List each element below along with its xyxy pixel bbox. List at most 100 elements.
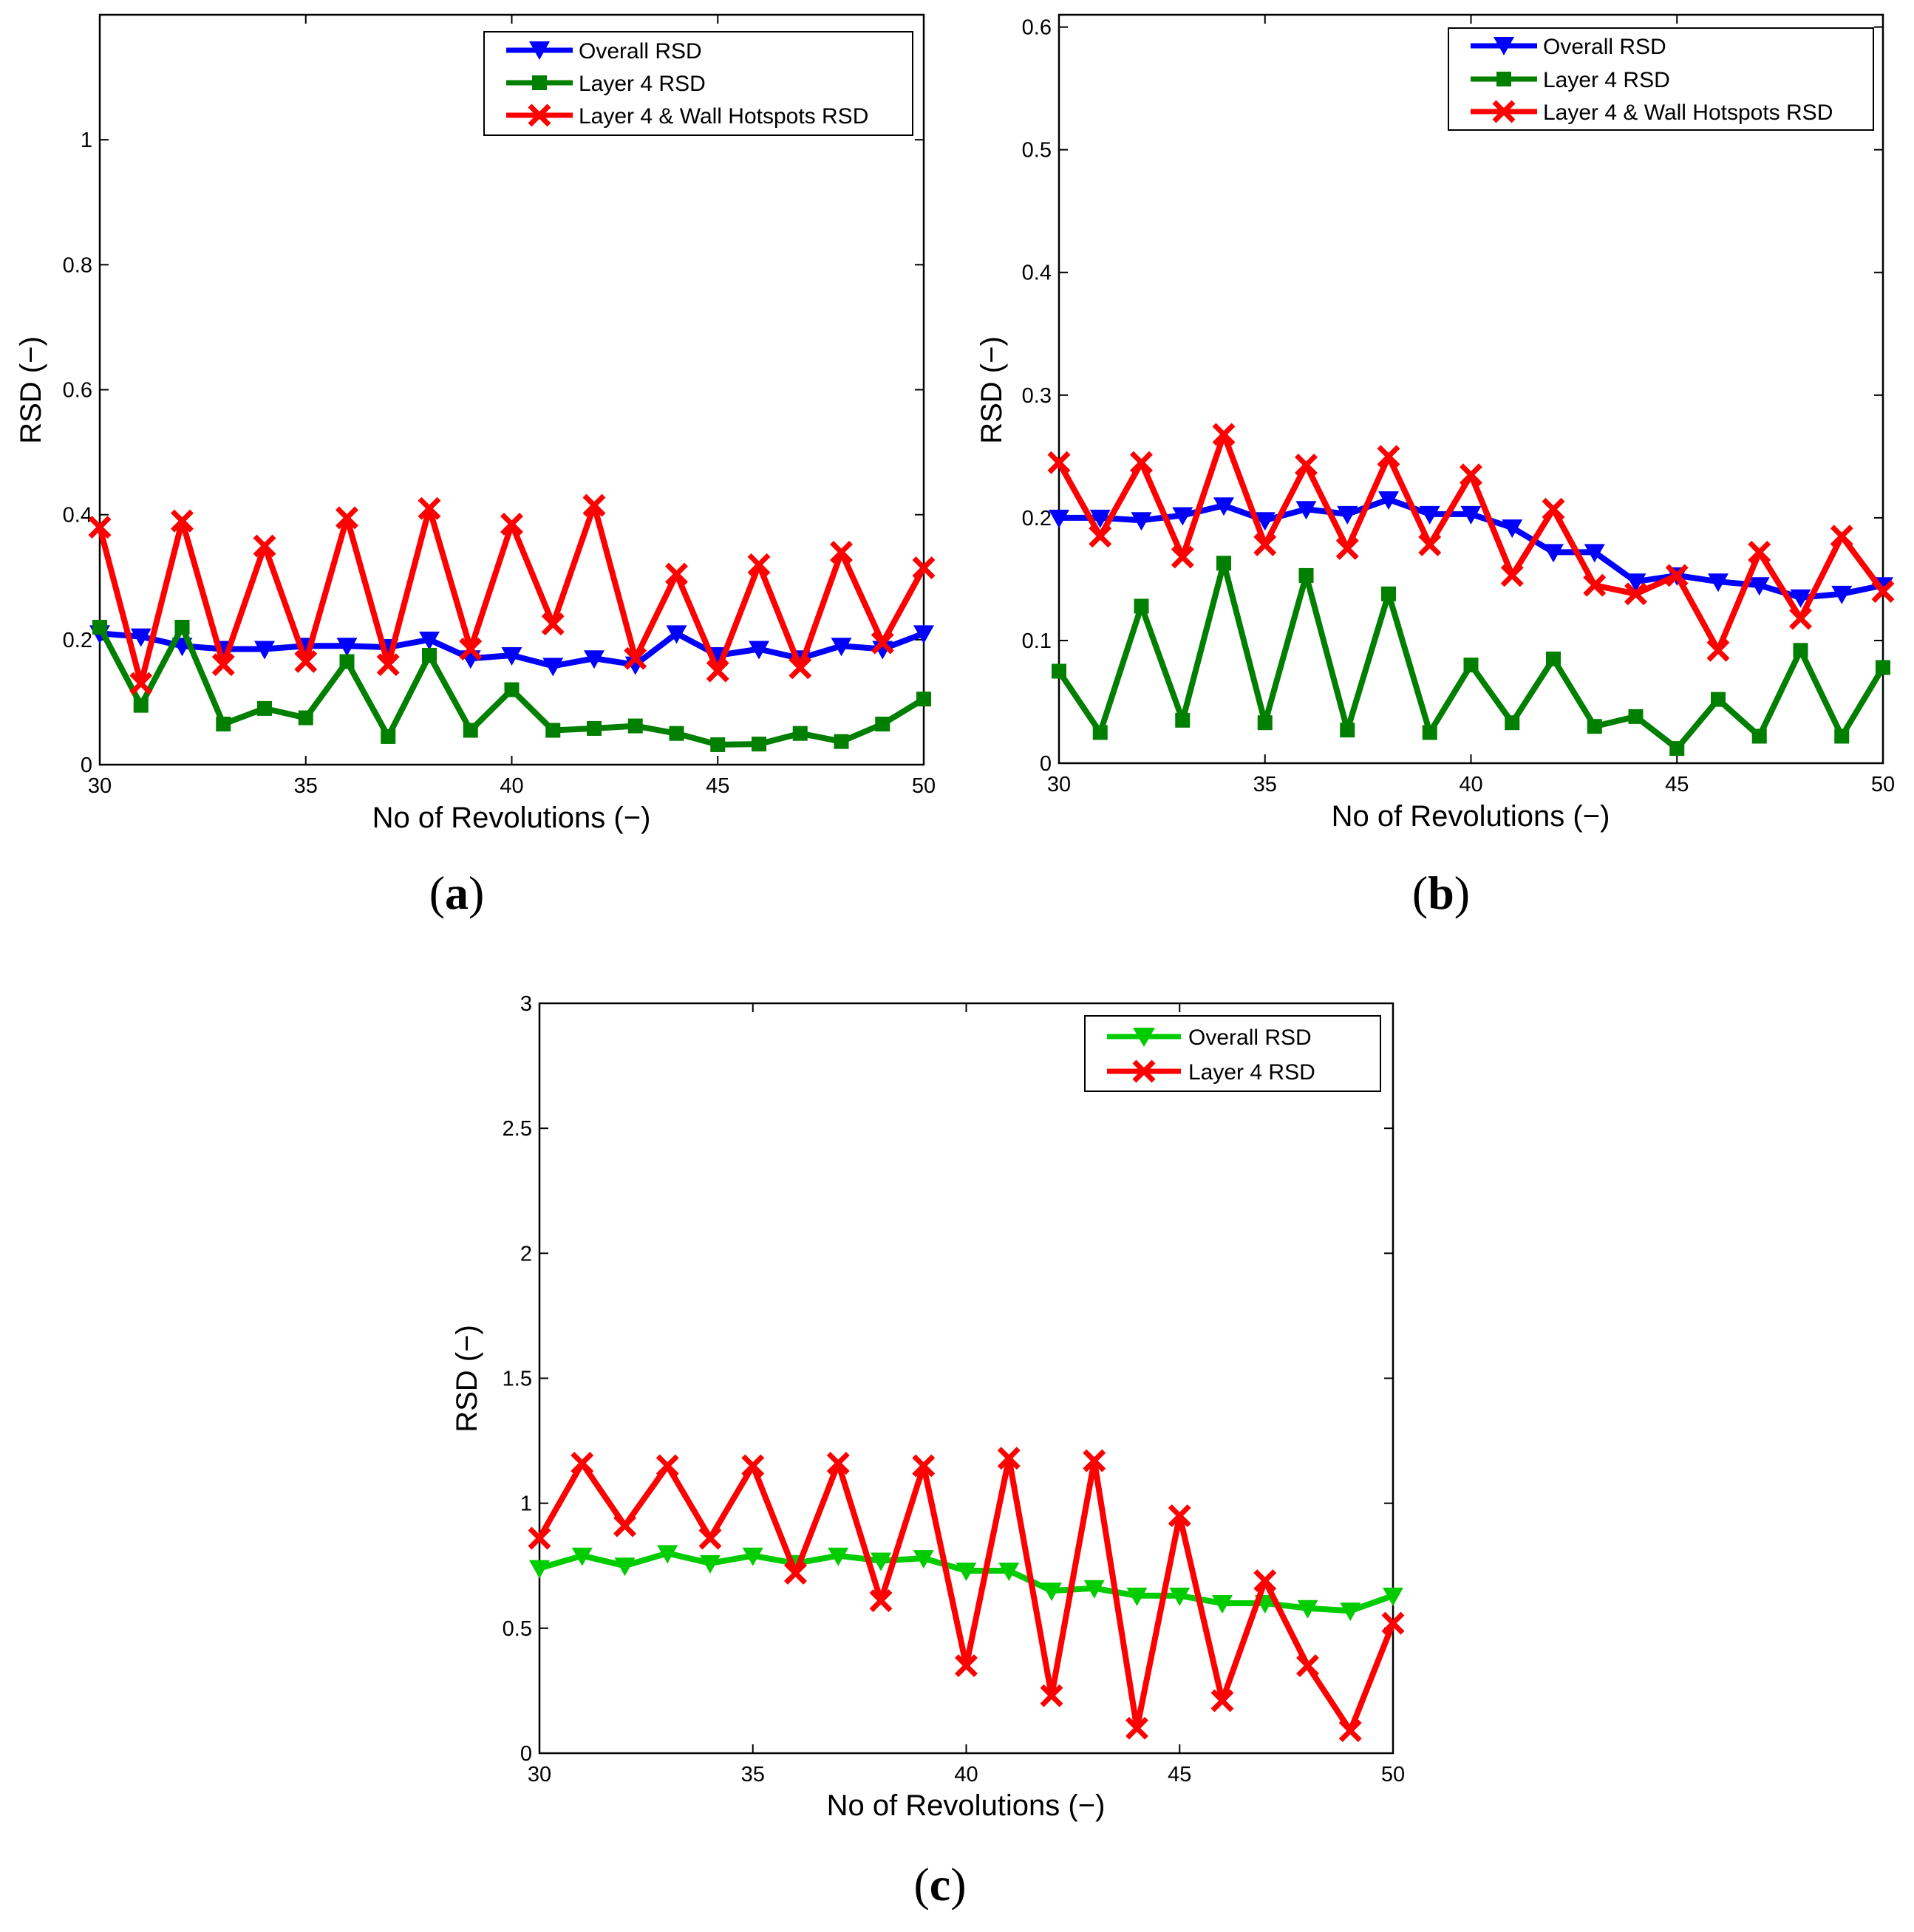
y-tick-label: 0 xyxy=(520,1742,532,1766)
data-point xyxy=(1587,719,1602,734)
y-tick-label: 0.4 xyxy=(63,504,92,528)
data-point xyxy=(1625,573,1646,593)
data-point xyxy=(1168,1504,1191,1528)
data-point xyxy=(1542,497,1565,521)
series-layer-4-wall-hotspots-rsd xyxy=(88,494,936,695)
y-axis-label: RSD (−) xyxy=(451,1325,483,1433)
legend-label-overall: Overall RSD xyxy=(579,39,702,64)
data-point xyxy=(1711,692,1726,707)
data-point xyxy=(834,734,849,749)
data-point xyxy=(742,1547,763,1566)
data-point xyxy=(211,653,235,677)
data-point xyxy=(655,1454,679,1478)
data-point xyxy=(129,672,153,695)
data-point xyxy=(657,1545,678,1564)
x-tick-label: 50 xyxy=(1871,773,1895,796)
axis-ticks: 30 35 40 45 50 0 0.2 0.4 0.6 0.8 1 xyxy=(63,15,936,798)
data-point xyxy=(545,723,561,738)
data-point xyxy=(294,649,318,673)
legend-marker-wall xyxy=(528,103,551,127)
series-layer-4-rsd xyxy=(1052,556,1890,757)
data-point xyxy=(92,619,107,635)
data-point xyxy=(1125,1716,1148,1740)
data-point xyxy=(1212,1595,1233,1614)
legend-marker-layer4 xyxy=(1496,72,1511,86)
data-point xyxy=(582,494,606,517)
data-point xyxy=(1257,715,1273,731)
data-point xyxy=(422,647,437,663)
data-point xyxy=(1213,497,1234,516)
data-point xyxy=(419,631,440,650)
data-point xyxy=(88,516,112,539)
legend: Overall RSD Layer 4 RSD Layer 4 & Wall H… xyxy=(1448,27,1874,131)
data-point xyxy=(997,1447,1021,1470)
data-point xyxy=(463,723,478,738)
data-point xyxy=(339,654,355,669)
data-point xyxy=(1876,660,1890,675)
data-point xyxy=(1748,577,1770,596)
data-point xyxy=(528,1526,551,1550)
data-point xyxy=(1419,505,1440,525)
y-tick-label: 2 xyxy=(520,1242,532,1266)
data-point xyxy=(500,512,523,536)
data-point xyxy=(1298,567,1314,583)
y-tick-label: 0.3 xyxy=(1022,384,1052,408)
data-point xyxy=(1628,709,1644,724)
x-tick-label: 30 xyxy=(1047,773,1071,796)
data-point xyxy=(875,717,890,732)
y-tick-label: 0 xyxy=(1040,752,1052,776)
data-point xyxy=(1500,564,1524,587)
data-point xyxy=(1502,519,1523,539)
data-point xyxy=(1047,451,1071,474)
data-point xyxy=(1834,728,1850,744)
panel-label-a: (a) xyxy=(429,867,485,919)
data-point xyxy=(336,506,358,530)
data-point xyxy=(1083,1449,1106,1472)
data-point xyxy=(253,534,276,558)
panel-label-b: (b) xyxy=(1412,867,1470,919)
panel-b: 30 35 40 45 50 0 0.1 0.2 0.3 0.4 0.5 0.6 No of Revo… xyxy=(975,13,1895,919)
data-point xyxy=(1381,1611,1405,1635)
legend-label-wall: Layer 4 & Wall Hotspots RSD xyxy=(579,104,868,129)
data-point xyxy=(830,540,853,564)
x-tick-label: 40 xyxy=(500,774,523,798)
data-point xyxy=(1706,638,1730,662)
y-tick-label: 0.4 xyxy=(1022,262,1052,285)
x-tick-label: 35 xyxy=(1253,773,1277,796)
plot-frame xyxy=(1058,13,1884,765)
x-tick-label: 40 xyxy=(1459,773,1482,796)
y-tick-label: 1.5 xyxy=(503,1368,532,1391)
data-point xyxy=(1092,725,1108,740)
y-tick-label: 0.1 xyxy=(1022,629,1052,653)
data-point xyxy=(216,717,231,732)
data-point xyxy=(752,737,766,752)
x-tick-label: 35 xyxy=(741,1763,765,1786)
data-point xyxy=(1378,491,1399,510)
data-point xyxy=(1460,505,1482,525)
data-point xyxy=(1297,1600,1318,1619)
data-point xyxy=(1171,545,1194,569)
data-point xyxy=(1335,536,1359,560)
data-point xyxy=(710,737,726,752)
legend-label-wall: Layer 4 & Wall Hotspots RSD xyxy=(1543,100,1833,125)
data-point xyxy=(1295,501,1317,520)
data-point xyxy=(749,641,769,660)
legend-marker-overall xyxy=(529,41,550,60)
data-point xyxy=(418,496,441,520)
data-point xyxy=(871,1552,891,1571)
series-layer-4-rsd xyxy=(92,619,931,752)
data-point xyxy=(614,1557,636,1577)
data-point xyxy=(666,625,687,644)
data-point xyxy=(1383,1587,1403,1606)
panel-c: 30 35 40 45 50 0 0.5 1 1.5 2 2.5 3 No of Revolution… xyxy=(451,992,1405,1911)
x-tick-label: 40 xyxy=(954,1763,978,1786)
data-point xyxy=(624,646,647,670)
data-point xyxy=(1708,573,1729,593)
data-point xyxy=(171,509,194,533)
data-point xyxy=(665,562,688,586)
data-point xyxy=(1131,512,1152,531)
data-point xyxy=(998,1563,1020,1582)
y-tick-label: 0.5 xyxy=(1022,139,1052,163)
data-point xyxy=(1418,533,1442,556)
axis-ticks: 30 35 40 45 50 0 0.5 1 1.5 2 2.5 3 xyxy=(503,992,1405,1786)
